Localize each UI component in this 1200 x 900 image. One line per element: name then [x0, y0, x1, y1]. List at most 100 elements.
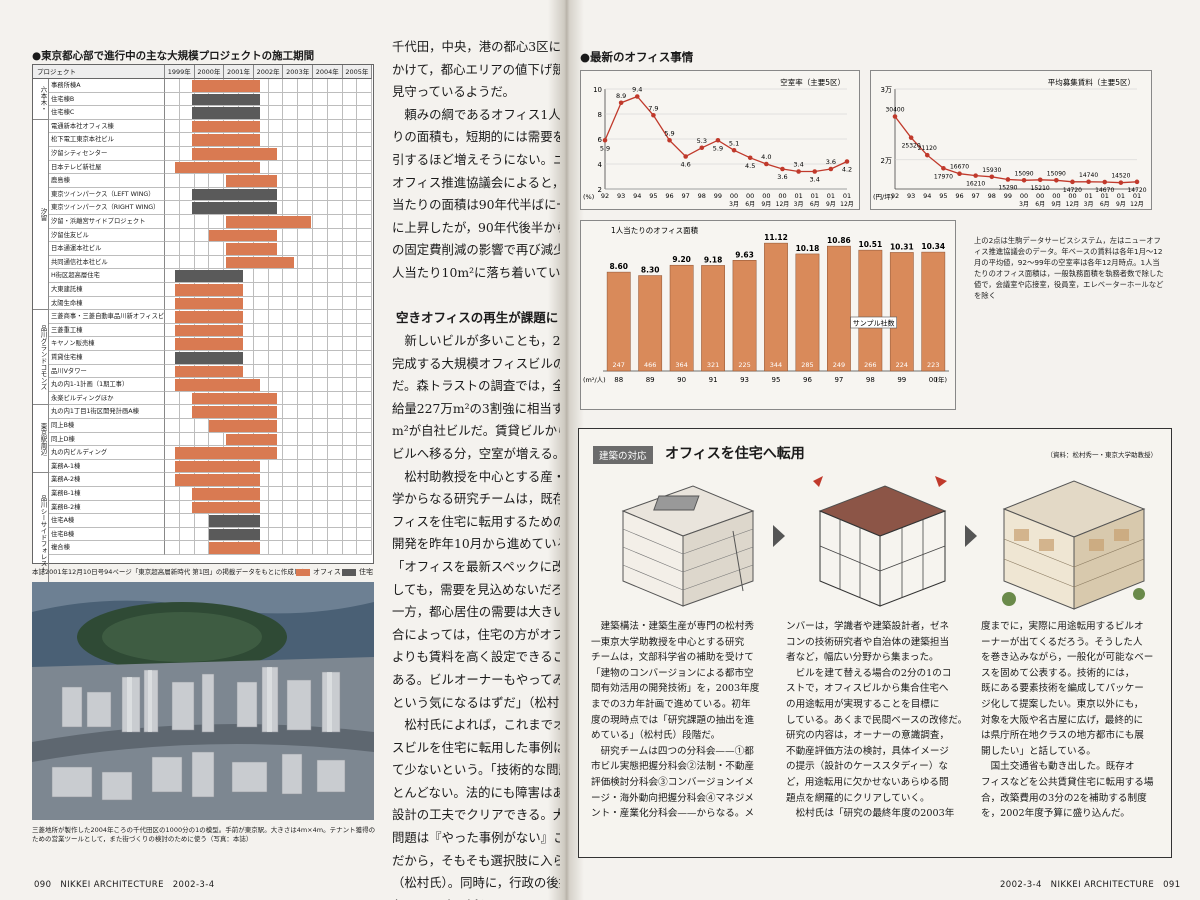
schedule-cell: [268, 487, 284, 501]
schedule-cell: [342, 378, 358, 392]
x-tick-label: 00: [762, 192, 770, 200]
schedule-cell: [283, 242, 299, 256]
schedule-project-label: 業務B-1棟: [49, 487, 165, 501]
schedule-cell: [313, 446, 328, 460]
data-point: [828, 166, 834, 172]
x-tick-label: 98: [988, 192, 996, 200]
schedule-cell: [298, 310, 313, 324]
article-col2-line: 松村氏によれば，これまでオフィ: [404, 717, 560, 733]
schedule-cell: [313, 487, 328, 501]
schedule-bar-housing: [175, 270, 244, 282]
schedule-title: ●東京都心部で進行中の主な大規模プロジェクトの施工期間: [32, 50, 315, 62]
data-label: 3.6: [777, 173, 787, 181]
schedule-cell: [268, 119, 284, 134]
bar-value-label: 8.30: [641, 266, 660, 275]
schedule-cell: [179, 419, 195, 433]
schedule-cell: [342, 174, 358, 188]
schedule-cell: [342, 419, 358, 433]
schedule-cell: [342, 405, 358, 419]
schedule-cell: [327, 133, 343, 147]
schedule-cell: [209, 432, 225, 447]
article-col1-line: 頼みの綱であるオフィス1人当た: [404, 106, 560, 122]
article-col2-line: スビルを住宅に転用した事例は極め: [392, 739, 560, 755]
schedule-cell: [298, 119, 313, 134]
schedule-cell: [239, 310, 254, 324]
x-tick-label: 92: [891, 192, 899, 200]
schedule-cell: [298, 187, 313, 202]
data-point: [618, 100, 624, 106]
schedule-cell: [239, 269, 254, 283]
feature-col-line: 不動産評価方法の検討，具体イメージ: [786, 745, 949, 757]
schedule-bar-office: [175, 324, 244, 337]
schedule-cell: [327, 378, 343, 392]
schedule-cell: [283, 79, 299, 93]
data-point: [780, 166, 785, 172]
schedule-cell: [357, 337, 373, 351]
schedule-cell: [194, 255, 210, 270]
schedule-project-label: 住宅B棟: [49, 527, 165, 542]
data-label: 25320: [902, 143, 921, 150]
x-tick-label: 94: [633, 192, 641, 200]
schedule-cell: [298, 323, 313, 338]
x-tick-label: 00: [1052, 192, 1060, 200]
data-point: [796, 169, 801, 174]
schedule-cell: [298, 242, 313, 256]
article-column-1: 千代田，中央，港の都心3区に集中かけて，都心エリアの値下げ競争は見守っているよう…: [392, 36, 560, 285]
bar: [701, 265, 725, 372]
schedule-cell: [179, 215, 195, 229]
sample-count-label: 247: [613, 361, 625, 369]
feature-col-line: 松村氏は「研究の最終年度の2003年: [786, 808, 955, 820]
bar-value-label: 10.51: [858, 240, 882, 249]
x-tick-label: 00: [746, 192, 754, 200]
schedule-cell: [357, 514, 373, 528]
schedule-cell: [194, 514, 210, 528]
article-col2-line: しても，需要を見込めないだろう: [392, 581, 560, 597]
data-label: 15090: [1047, 170, 1066, 177]
schedule-cell: [327, 106, 343, 120]
legend-house: 住宅: [342, 567, 373, 577]
schedule-cell: [327, 527, 343, 542]
y-tick-label: 4: [598, 161, 603, 169]
schedule-project-label: 日本テレビ新社屋: [49, 160, 165, 175]
schedule-cell: [313, 133, 328, 147]
sample-count-label: 223: [927, 361, 939, 369]
data-label: 5.9: [713, 144, 723, 152]
legend-house-label: 住宅: [359, 568, 373, 576]
bar: [827, 245, 851, 372]
x-tick-label: 12月: [1066, 201, 1080, 208]
feature-col-line: の用途転用が実現することを目標に: [786, 698, 940, 710]
schedule-header-year: 2003年: [283, 65, 313, 79]
article-col2-line: 問題は『やった事例がない』ことだ: [392, 830, 560, 846]
data-label: 21120: [918, 145, 937, 152]
data-label: 5.9: [664, 129, 674, 137]
schedule-header-year: 2002年: [253, 65, 284, 79]
schedule-cell: [283, 119, 299, 134]
schedule-cell: [283, 419, 299, 433]
schedule-bar-office: [175, 474, 261, 486]
schedule-cell: [313, 337, 328, 351]
schedule-cell: [209, 255, 225, 270]
feature-col-line: を巻き込みながら，一般化が可能なベー: [981, 652, 1154, 664]
data-point: [764, 161, 769, 167]
schedule-cell: [268, 391, 284, 406]
schedule-cell: [268, 106, 284, 120]
article-col2-line: ビルへ移る分，空室が増える。: [392, 445, 560, 461]
data-point: [812, 169, 818, 174]
schedule-cell: [283, 174, 299, 188]
schedule-cell: [194, 228, 210, 243]
schedule-cell: [179, 174, 195, 188]
schedule-cell: [357, 147, 373, 161]
schedule-project-label: 汐留住友ビル: [49, 228, 165, 243]
schedule-project-label: 日本通運本社ビル: [49, 242, 165, 256]
y-tick-label: 3万: [881, 86, 892, 94]
feature-col-line: ント・産業化分科会——からなる。メ: [591, 808, 755, 820]
city-model-illustration: [32, 582, 374, 820]
feature-col-line: 国土交通省も動き出した。既存オ: [981, 761, 1135, 773]
x-tick-label: 6月: [1100, 201, 1110, 208]
article-col2-line: （松村氏）。同時に，行政の後押しが: [392, 875, 560, 891]
schedule-cell: [268, 541, 284, 555]
article-col2-line: 設計の工夫でクリアできる。大きな: [392, 807, 560, 823]
x-tick-label: 93: [907, 192, 915, 200]
schedule-cell: [313, 323, 328, 338]
